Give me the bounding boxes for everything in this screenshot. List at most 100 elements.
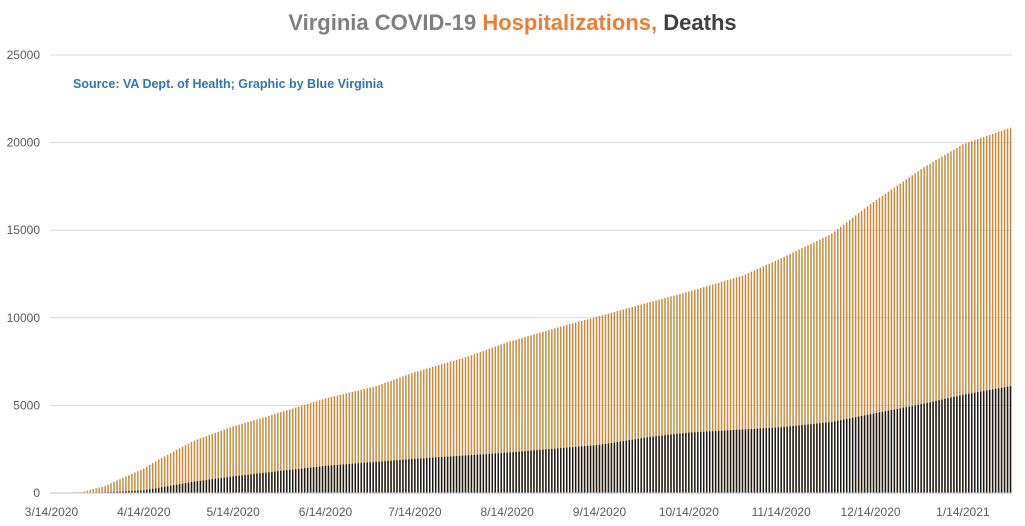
hospitalizations-bar (113, 481, 115, 493)
hospitalizations-bar (268, 415, 270, 493)
hospitalizations-bar (196, 439, 199, 493)
deaths-bar (667, 434, 669, 493)
y-axis: 0 5000 10000 15000 20000 25000 (7, 48, 41, 500)
deaths-bar (524, 451, 526, 493)
deaths-bar (807, 424, 809, 493)
hospitalizations-bar (396, 378, 398, 493)
hospitalizations-bar (774, 260, 776, 493)
hospitalizations-bar (152, 463, 154, 493)
deaths-bar (786, 426, 788, 493)
hospitalizations-bar (226, 428, 228, 493)
hospitalizations-bar (577, 321, 580, 493)
deaths-bar (169, 485, 172, 493)
hospitalizations-bar (497, 345, 499, 493)
hospitalizations-bar (962, 144, 964, 494)
hospitalizations-bar (536, 333, 538, 493)
hospitalizations-bar (851, 217, 854, 494)
hospitalizations-bar (125, 476, 127, 493)
hospitalizations-bar (461, 358, 464, 493)
deaths-bar (557, 448, 559, 493)
hospitalizations-bar (426, 368, 428, 493)
hospitalizations-bar (759, 267, 762, 493)
deaths-bar (875, 412, 878, 493)
hospitalizations-bar (503, 343, 505, 493)
hospitalizations-bar (411, 373, 413, 493)
deaths-bar (923, 403, 925, 493)
hospitalizations-bar (670, 296, 672, 493)
deaths-bar (223, 477, 225, 493)
deaths-bar (944, 398, 946, 493)
deaths-bar (306, 467, 309, 493)
hospitalizations-bar (321, 399, 324, 493)
hospitalizations-bar (667, 297, 669, 493)
deaths-bar (199, 480, 202, 493)
deaths-bar (670, 434, 672, 493)
hospitalizations-bar (479, 352, 482, 493)
hospitalizations-bar (247, 422, 249, 493)
hospitalizations-bar (122, 477, 124, 493)
hospitalizations-bar (542, 331, 544, 493)
x-tick-label: 5/14/2020 (206, 505, 260, 519)
hospitalizations-bar (979, 138, 982, 493)
hospitalizations-bar (446, 362, 449, 493)
deaths-bar (857, 416, 860, 493)
deaths-bar (390, 460, 392, 493)
hospitalizations-bar (116, 480, 118, 493)
deaths-bar (688, 432, 690, 493)
hospitalizations-bar (342, 394, 345, 493)
deaths-bar (738, 429, 741, 493)
deaths-bar (113, 491, 115, 493)
deaths-bar (643, 437, 645, 493)
hospitalizations-bar (423, 369, 425, 493)
y-tick-label: 20000 (7, 136, 41, 150)
deaths-bar (735, 429, 738, 493)
hospitalizations-bar (405, 375, 407, 493)
deaths-bar (247, 474, 249, 493)
hospitalizations-bar (765, 264, 768, 493)
hospitalizations-bar (568, 324, 571, 493)
hospitalizations-bar (869, 203, 872, 494)
hospitalizations-bar (181, 446, 184, 493)
deaths-bar (777, 427, 779, 493)
deaths-bar (577, 446, 580, 493)
deaths-bar (417, 458, 419, 493)
deaths-bar (190, 482, 193, 493)
deaths-bar (705, 431, 708, 493)
hospitalizations-bar (548, 330, 550, 493)
deaths-bar (226, 477, 228, 493)
deaths-bar (375, 461, 377, 493)
hospitalizations-bar (700, 288, 702, 493)
deaths-bar (619, 441, 622, 493)
x-axis: 3/14/2020 4/14/2020 5/14/2020 6/14/2020 7/14… (25, 492, 1012, 519)
hospitalizations-bar (259, 418, 261, 493)
hospitalizations-bar (974, 140, 976, 494)
hospitalizations-bar (777, 259, 779, 493)
hospitalizations-bar (991, 133, 994, 493)
deaths-bar (938, 400, 940, 493)
hospitalizations-bar (965, 143, 967, 493)
hospitalizations-bar (872, 201, 875, 493)
hospitalizations-bar (607, 313, 610, 493)
deaths-bar (184, 483, 187, 493)
deaths-bar (1003, 387, 1006, 493)
deaths-bar (512, 452, 514, 493)
hospitalizations-bar (241, 423, 243, 493)
hospitalizations-bar (738, 276, 741, 493)
hospitalizations-bar (625, 308, 628, 493)
hospitalizations-bar (175, 449, 178, 493)
hospitalizations-bar (509, 341, 511, 493)
deaths-bar (220, 477, 222, 493)
hospitalizations-bar (154, 461, 157, 493)
hospitalizations-bar (232, 426, 234, 493)
hospitalizations-bar (137, 471, 139, 493)
deaths-bar (664, 435, 666, 493)
deaths-bar (232, 476, 234, 493)
deaths-bar (789, 426, 791, 493)
deaths-bar (312, 467, 315, 493)
deaths-bar (449, 456, 452, 493)
hospitalizations-bar (202, 437, 205, 493)
hospitalizations-bar (146, 466, 148, 493)
deaths-bar (372, 462, 374, 493)
deaths-bar (321, 466, 324, 493)
hospitalizations-bar (187, 443, 190, 493)
